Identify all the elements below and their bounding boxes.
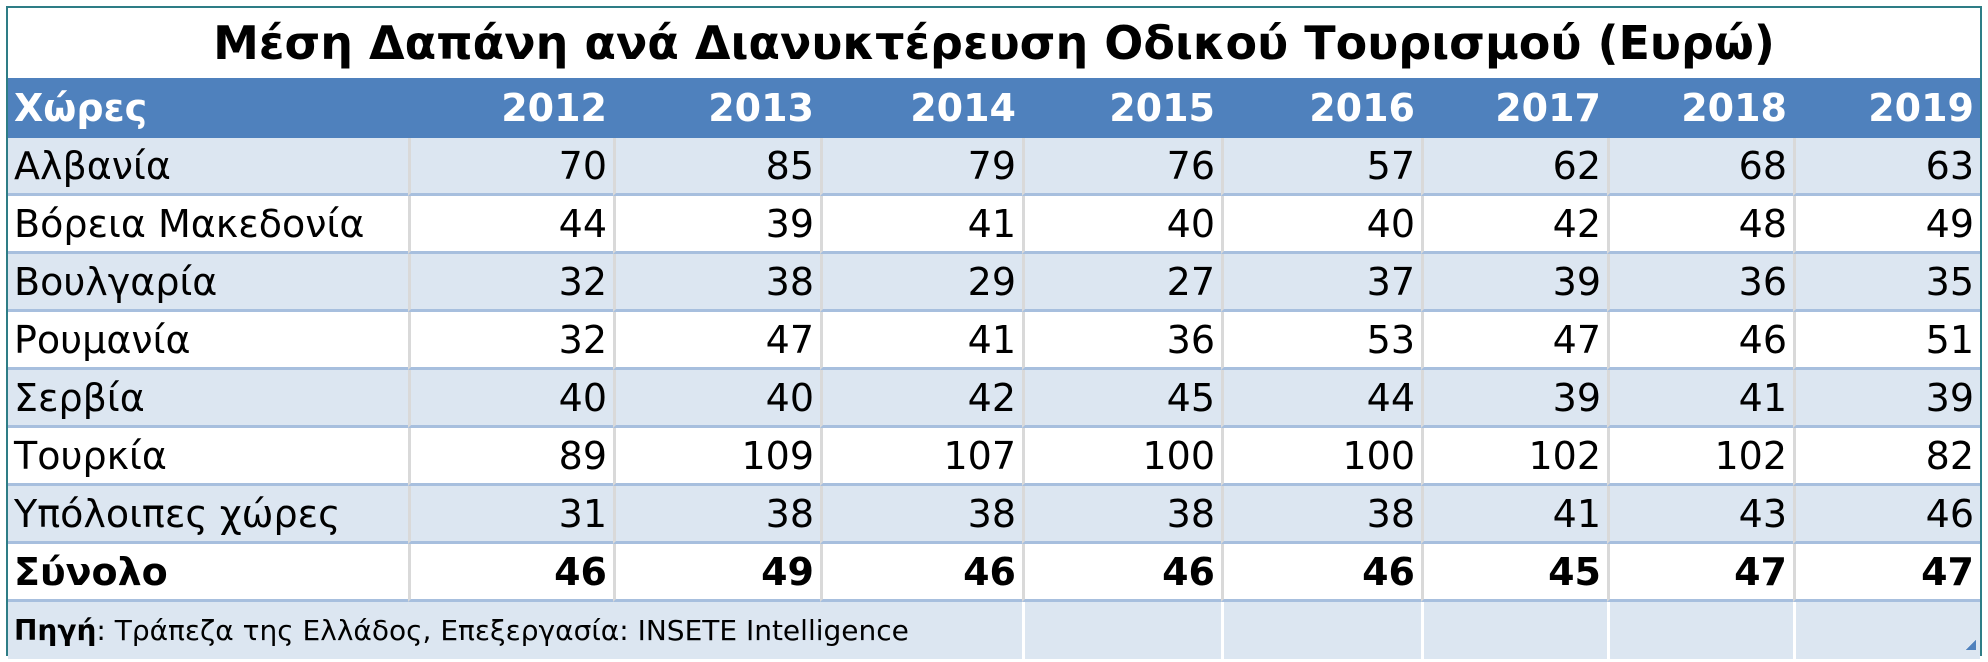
data-cell: 79 [820,138,1022,196]
data-cell: 89 [408,428,613,486]
data-cell: 41 [820,312,1022,370]
data-cell: 109 [613,428,820,486]
data-cell: 39 [613,196,820,254]
total-cell: 46 [408,544,613,602]
data-cell: 39 [1421,254,1607,312]
column-header-year: 2015 [1022,78,1221,138]
data-table: Χώρες 2012 2013 2014 2015 2016 2017 2018 2019 Αλβ… [8,78,1980,659]
data-cell: 31 [408,486,613,544]
data-cell: 40 [1022,196,1221,254]
data-cell: 36 [1022,312,1221,370]
data-cell: 102 [1607,428,1793,486]
data-cell: 40 [613,370,820,428]
row-label: Βουλγαρία [8,254,408,312]
source-text: : Τράπεζα της Ελλάδος, Επεξεργασία: INSE… [96,614,909,647]
data-cell: 102 [1421,428,1607,486]
column-header-year: 2016 [1221,78,1421,138]
total-cell: 49 [613,544,820,602]
data-cell: 68 [1607,138,1793,196]
row-label: Υπόλοιπες χώρες [8,486,408,544]
total-cell: 46 [820,544,1022,602]
data-cell: 70 [408,138,613,196]
data-cell: 38 [613,486,820,544]
column-header-year: 2017 [1421,78,1607,138]
source-label: Πηγή [14,614,97,647]
data-cell: 48 [1607,196,1793,254]
table-frame: Μέση Δαπάνη ανά Διανυκτέρευση Οδικού Του… [6,6,1982,659]
data-cell: 37 [1221,254,1421,312]
data-cell: 85 [613,138,820,196]
column-header-year: 2012 [408,78,613,138]
column-header-year: 2014 [820,78,1022,138]
table-title: Μέση Δαπάνη ανά Διανυκτέρευση Οδικού Του… [213,16,1775,70]
data-cell: 43 [1607,486,1793,544]
data-cell: 47 [1421,312,1607,370]
data-cell: 100 [1221,428,1421,486]
data-cell: 40 [1221,196,1421,254]
data-cell: 35 [1793,254,1980,312]
data-cell: 42 [820,370,1022,428]
column-header-year: 2013 [613,78,820,138]
total-cell: 47 [1607,544,1793,602]
data-cell: 32 [408,312,613,370]
data-cell: 40 [408,370,613,428]
data-cell: 53 [1221,312,1421,370]
data-cell: 63 [1793,138,1980,196]
source-note: Πηγή: Τράπεζα της Ελλάδος, Επεξεργασία: … [8,602,1022,659]
footer-empty-cell [1421,602,1607,659]
row-label: Αλβανία [8,138,408,196]
resize-handle-icon[interactable] [1966,640,1976,650]
total-cell: 47 [1793,544,1980,602]
data-cell: 51 [1793,312,1980,370]
row-label: Τουρκία [8,428,408,486]
row-label: Ρουμανία [8,312,408,370]
data-cell: 29 [820,254,1022,312]
data-cell: 45 [1022,370,1221,428]
total-row-label: Σύνολο [8,544,408,602]
data-cell: 27 [1022,254,1221,312]
data-cell: 41 [820,196,1022,254]
column-header-countries: Χώρες [8,78,408,138]
data-cell: 42 [1421,196,1607,254]
row-label: Βόρεια Μακεδονία [8,196,408,254]
total-cell: 45 [1421,544,1607,602]
column-header-year: 2019 [1793,78,1980,138]
data-cell: 41 [1421,486,1607,544]
data-cell: 46 [1607,312,1793,370]
footer-empty-cell [1607,602,1793,659]
data-cell: 38 [820,486,1022,544]
data-cell: 47 [613,312,820,370]
total-cell: 46 [1022,544,1221,602]
data-cell: 62 [1421,138,1607,196]
column-header-year: 2018 [1607,78,1793,138]
total-cell: 46 [1221,544,1421,602]
data-cell: 100 [1022,428,1221,486]
footer-empty-cell [1221,602,1421,659]
data-cell: 49 [1793,196,1980,254]
data-cell: 44 [408,196,613,254]
data-cell: 39 [1793,370,1980,428]
footer-empty-cell [1022,602,1221,659]
data-cell: 107 [820,428,1022,486]
data-cell: 38 [1221,486,1421,544]
data-cell: 36 [1607,254,1793,312]
data-cell: 57 [1221,138,1421,196]
data-cell: 76 [1022,138,1221,196]
data-cell: 38 [1022,486,1221,544]
data-cell: 41 [1607,370,1793,428]
data-cell: 44 [1221,370,1421,428]
footer-empty-cell [1793,602,1980,659]
data-cell: 39 [1421,370,1607,428]
data-cell: 46 [1793,486,1980,544]
data-cell: 38 [613,254,820,312]
data-cell: 32 [408,254,613,312]
row-label: Σερβία [8,370,408,428]
data-cell: 82 [1793,428,1980,486]
